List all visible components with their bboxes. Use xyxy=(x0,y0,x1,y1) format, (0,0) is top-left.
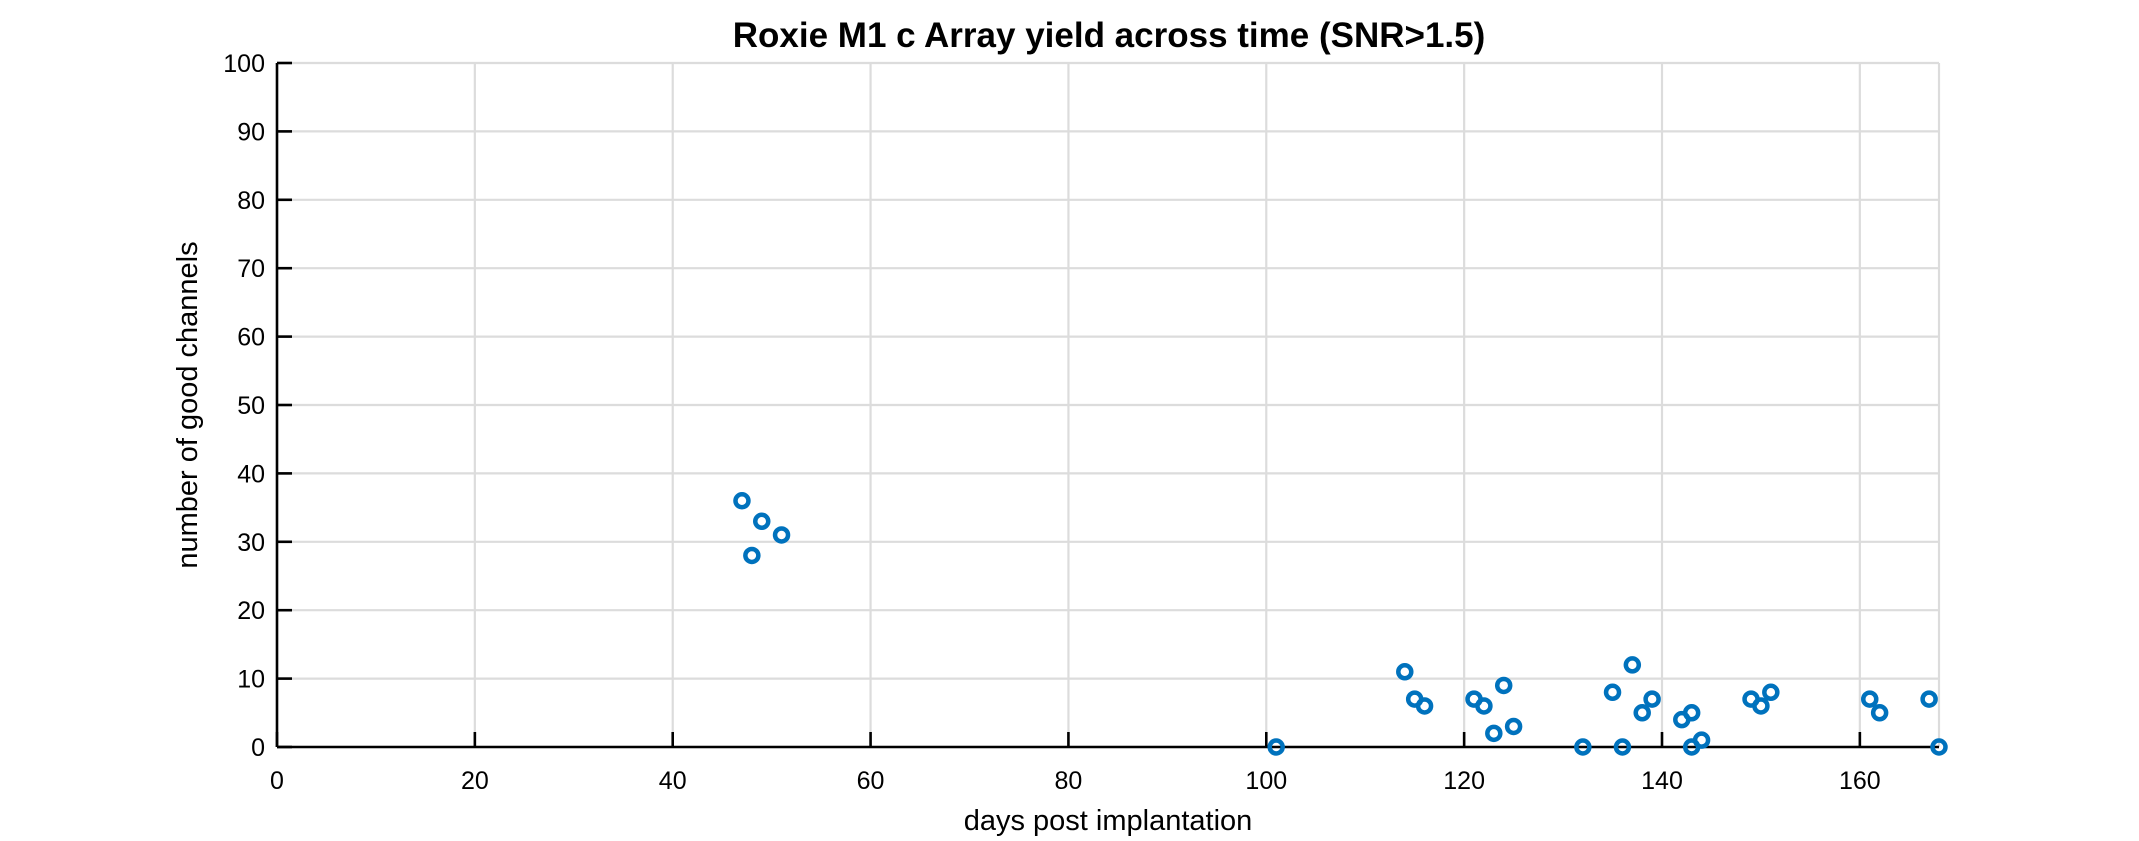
data-point xyxy=(1752,697,1770,715)
data-point xyxy=(1930,738,1948,756)
data-point xyxy=(1643,690,1661,708)
y-axis-label: number of good channels xyxy=(172,241,204,568)
x-tick-label: 160 xyxy=(1839,767,1881,795)
data-point xyxy=(1762,683,1780,702)
data-point xyxy=(1504,717,1523,736)
tick-labels: 0 20 40 60 80 100 120 140 160 0 10 20 30 40 50 60 70 80 90… xyxy=(223,50,1880,795)
y-tick-label: 20 xyxy=(237,597,265,625)
x-tick-label: 60 xyxy=(857,767,885,795)
y-tick-label: 80 xyxy=(237,187,265,215)
x-tick-label: 20 xyxy=(461,767,489,795)
data-point xyxy=(1633,704,1651,722)
x-tick-label: 100 xyxy=(1245,767,1287,795)
data-point xyxy=(1920,690,1938,708)
y-tick-label: 50 xyxy=(237,392,265,420)
y-tick-label: 70 xyxy=(237,255,265,283)
data-point xyxy=(1603,683,1622,702)
axes xyxy=(275,61,1939,749)
data-point xyxy=(1475,697,1493,715)
grid-lines xyxy=(275,61,1941,749)
data-point xyxy=(1692,731,1711,749)
y-tick-label: 60 xyxy=(237,324,265,352)
x-tick-label: 0 xyxy=(270,767,284,795)
data-point xyxy=(1623,656,1642,674)
x-tick-label: 80 xyxy=(1055,767,1083,795)
data-point xyxy=(1870,704,1889,722)
x-tick-label: 120 xyxy=(1443,767,1485,795)
data-point xyxy=(1861,690,1879,708)
data-point xyxy=(1415,697,1434,715)
data-point xyxy=(1267,738,1285,756)
y-tick-label: 100 xyxy=(223,50,265,78)
chart-title: Roxie M1 c Array yield across time (SNR>… xyxy=(733,16,1486,55)
y-tick-label: 0 xyxy=(251,734,265,762)
data-point xyxy=(1613,738,1632,756)
data-point xyxy=(1396,663,1414,681)
y-tick-label: 30 xyxy=(237,529,265,557)
x-tick-label: 40 xyxy=(659,767,687,795)
data-point xyxy=(1485,724,1503,743)
x-axis-label: days post implantation xyxy=(964,805,1253,837)
y-tick-label: 90 xyxy=(237,118,265,146)
x-tick-label: 140 xyxy=(1641,767,1683,795)
y-tick-label: 10 xyxy=(237,666,265,694)
data-point xyxy=(743,546,761,565)
y-tick-label: 40 xyxy=(237,460,265,488)
data-points xyxy=(733,492,1948,756)
data-point xyxy=(1574,738,1592,756)
data-point xyxy=(1682,704,1701,722)
data-point xyxy=(1494,676,1513,695)
data-point xyxy=(772,526,791,544)
data-point xyxy=(733,492,751,510)
data-point xyxy=(753,512,771,531)
